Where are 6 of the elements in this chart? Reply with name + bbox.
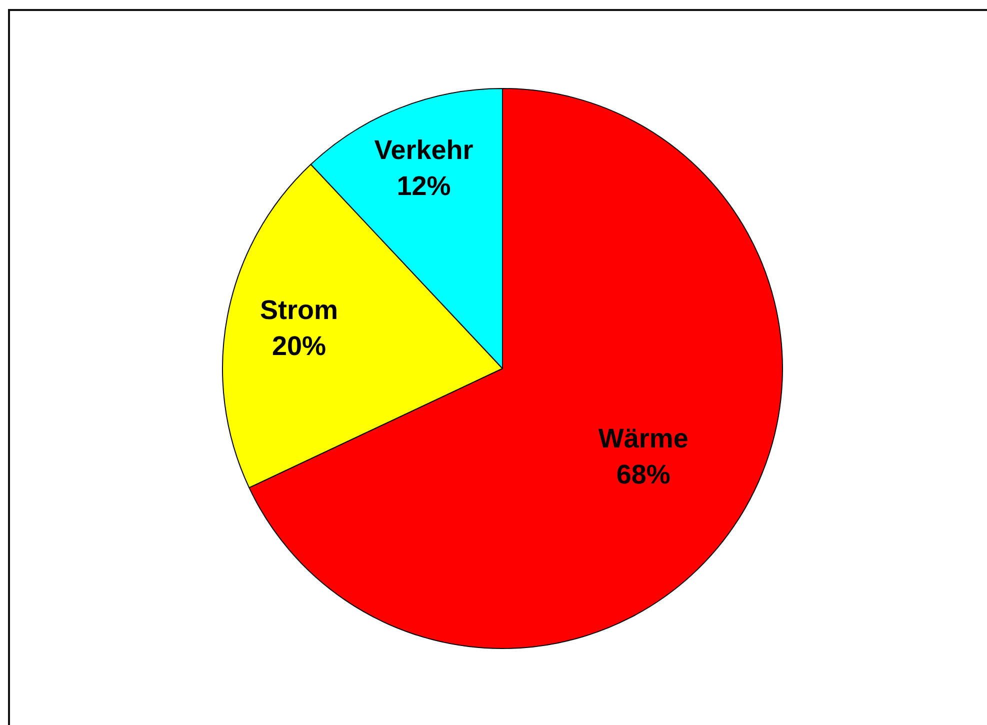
data-label: 68%	[616, 459, 670, 490]
data-label: 12%	[396, 171, 451, 202]
slice-label: Wärme	[598, 423, 688, 454]
slice-label: Strom	[260, 295, 338, 326]
slice-label: Verkehr	[374, 135, 474, 166]
data-label: 20%	[272, 331, 326, 362]
